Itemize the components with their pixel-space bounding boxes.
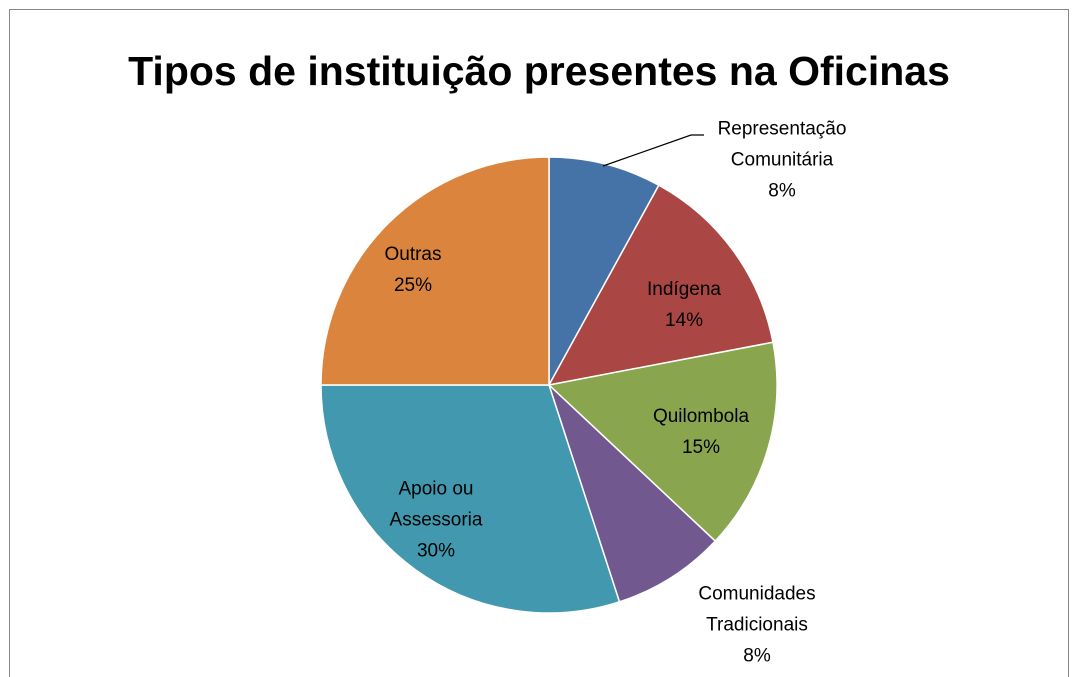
pie-slice (547, 184, 774, 387)
pie-slice (548, 384, 717, 603)
pie-slice (320, 156, 550, 386)
slice-label: Apoio ou Assessoria 30% (381, 474, 491, 567)
slice-label: Comunidades Tradicionais 8% (677, 579, 837, 672)
slice-value: 8% (768, 180, 796, 202)
slice-category: Indígena (647, 279, 721, 300)
slice-value: 25% (393, 275, 433, 296)
slice-category: Representação Comunitária (717, 118, 847, 171)
slice-category: Comunidades Tradicionais (698, 583, 816, 636)
pie-slice (320, 384, 621, 614)
slice-category: Outras (384, 244, 442, 265)
slice-label: Quilombola 15% (601, 401, 801, 463)
leader-line (602, 134, 704, 167)
slice-value: 8% (743, 645, 771, 667)
slice-value: 30% (416, 540, 456, 562)
pie-slice (548, 156, 660, 386)
pie-slice (547, 341, 778, 543)
chart-title: Tipos de instituição presentes na Oficin… (128, 48, 950, 94)
slice-category: Apoio ou Assessoria (389, 478, 483, 531)
slice-category: Quilombola (652, 406, 750, 427)
slice-value: 14% (664, 310, 704, 331)
slice-value: 15% (681, 437, 721, 458)
slice-label: Representação Comunitária 8% (692, 114, 872, 207)
slice-label: Indígena 14% (584, 274, 784, 336)
slice-label: Outras 25% (313, 239, 513, 301)
